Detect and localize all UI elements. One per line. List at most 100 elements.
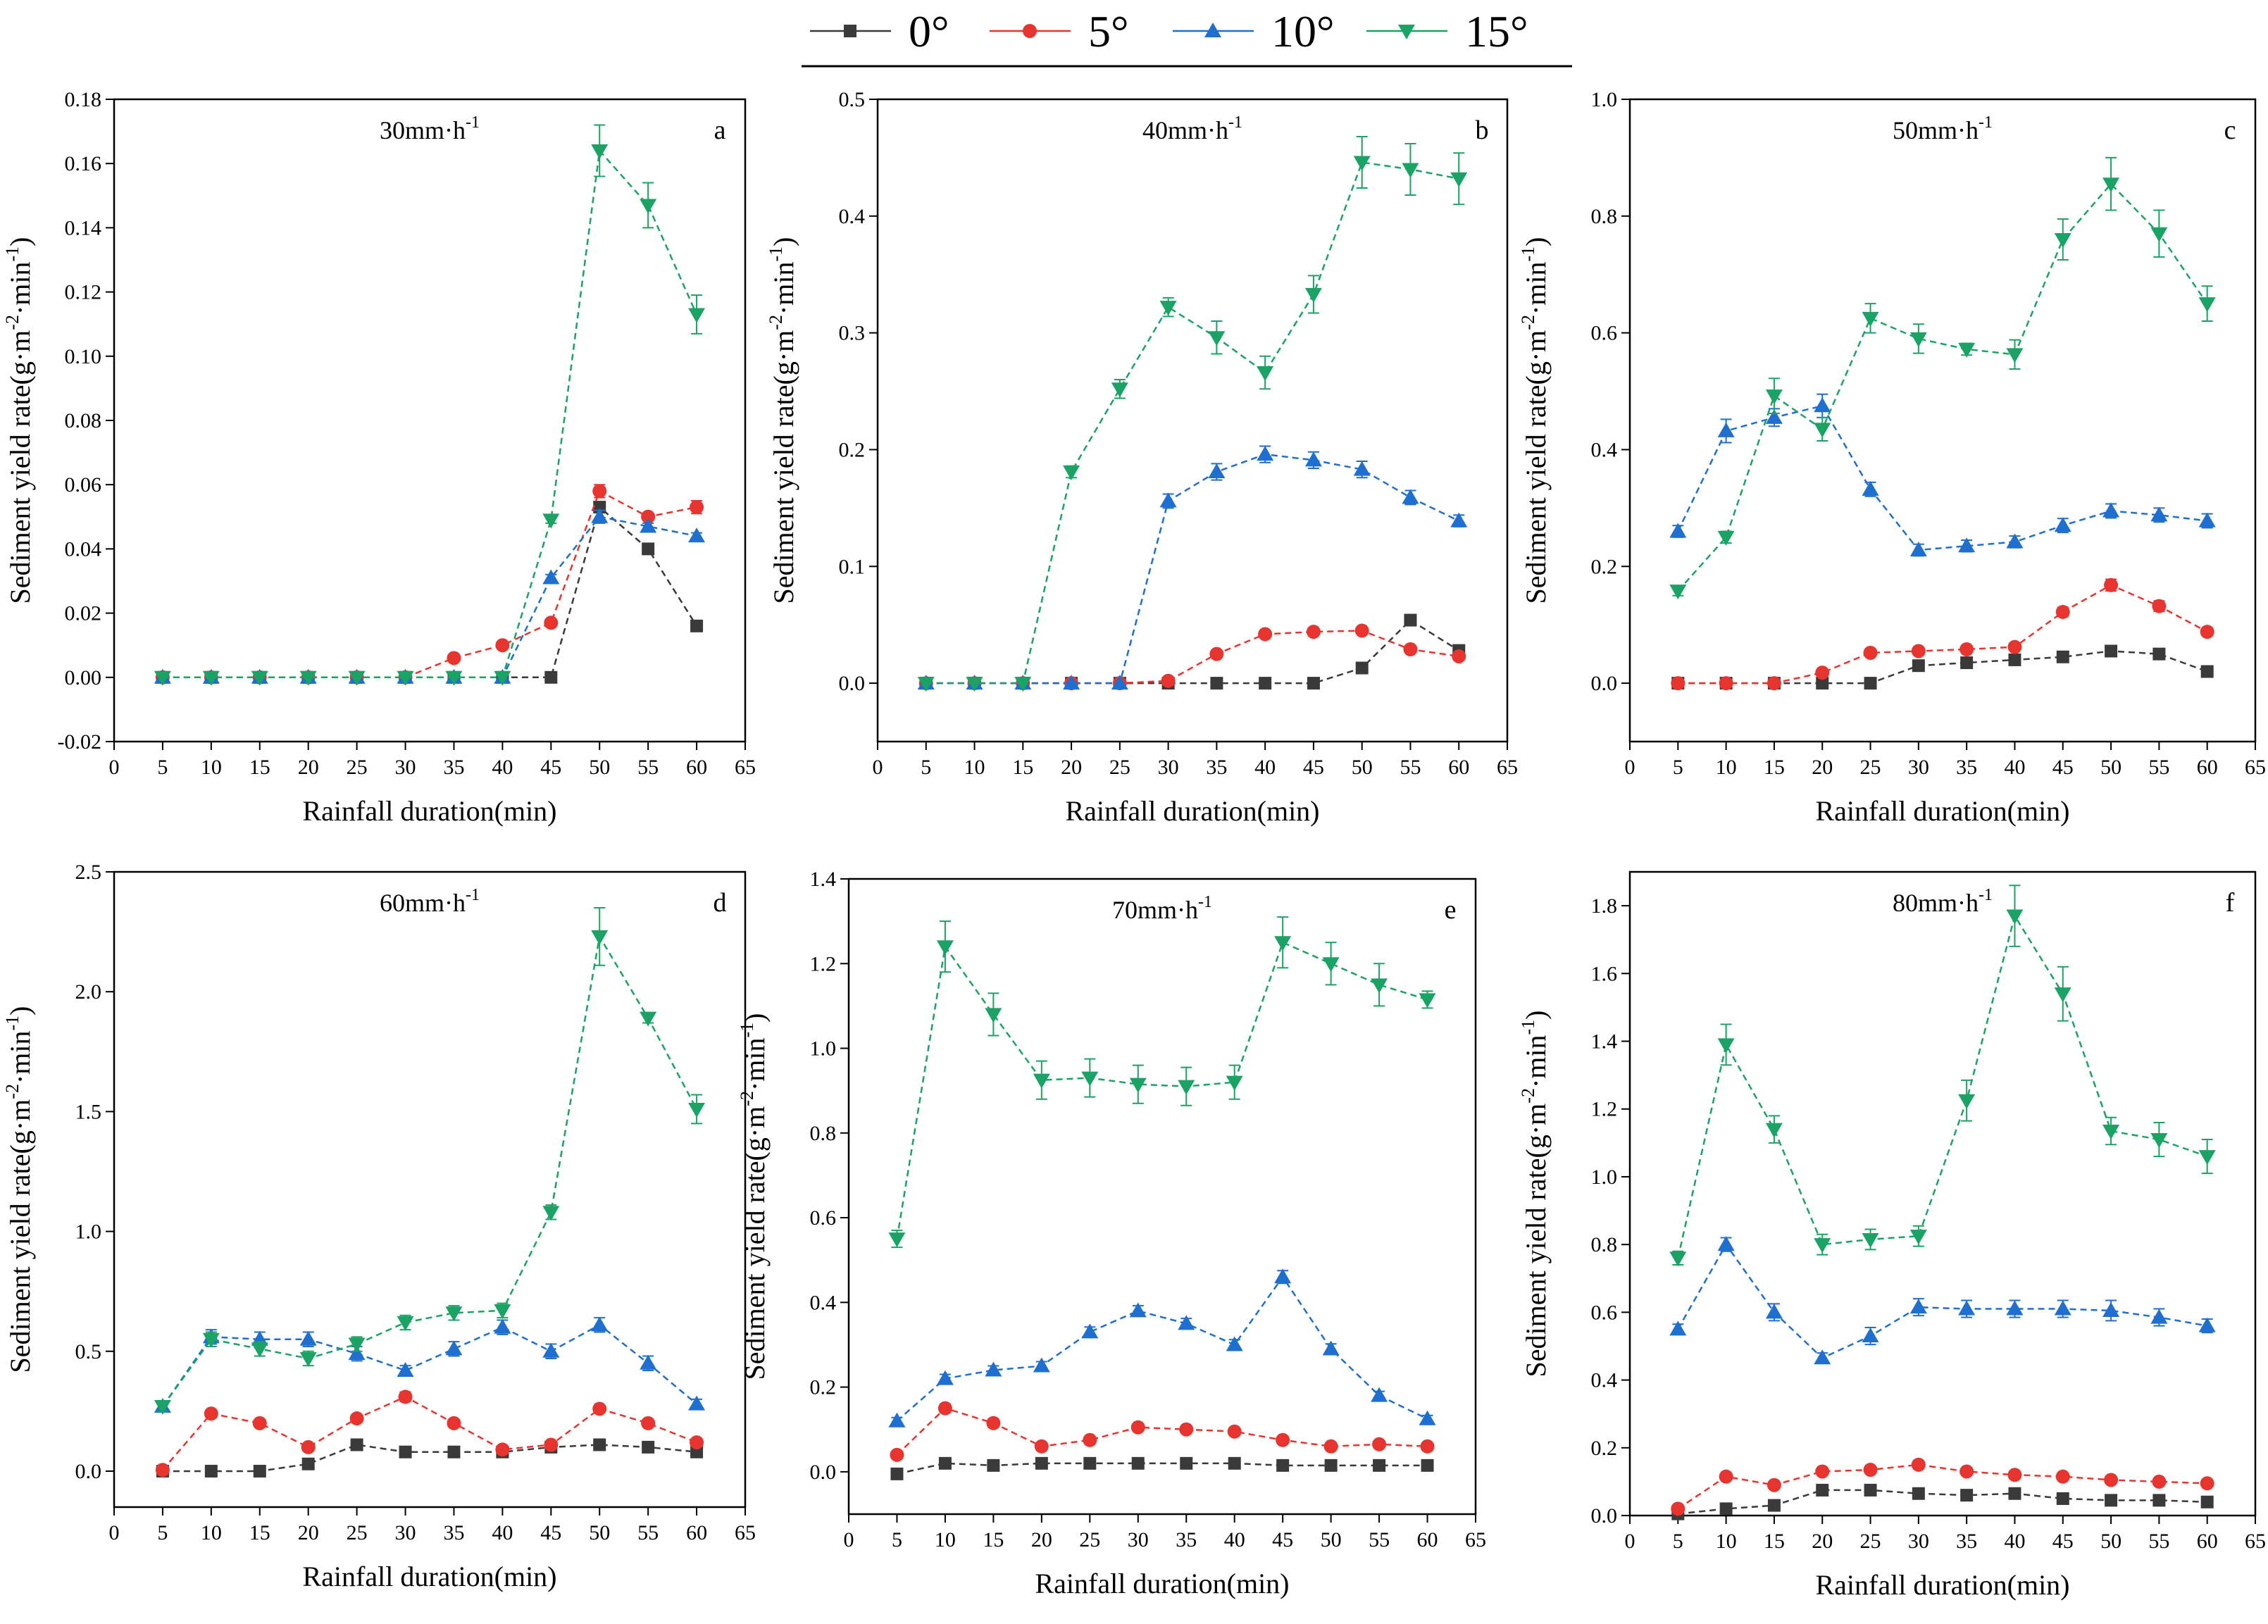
- series-3: [1669, 156, 2216, 600]
- y-axis-label-ylabel-sup1: -2: [1518, 315, 1538, 330]
- data-point: [1671, 676, 1686, 691]
- data-point: [888, 1412, 906, 1428]
- data-point: [641, 1416, 656, 1430]
- data-point: [2200, 625, 2214, 639]
- data-point: [544, 1437, 559, 1452]
- data-point: [494, 1318, 511, 1334]
- x-tick-label: 65: [1497, 756, 1518, 779]
- data-point: [154, 670, 171, 686]
- data-point: [349, 1411, 364, 1426]
- data-point: [1131, 1456, 1145, 1470]
- data-point: [2102, 1125, 2120, 1140]
- data-point: [1180, 1456, 1193, 1470]
- x-tick-label: 55: [637, 1521, 659, 1544]
- data-point: [690, 500, 704, 515]
- data-point: [445, 1306, 463, 1322]
- panel-title-superscript: -1: [466, 886, 480, 904]
- y-tick-label: 1.0: [75, 1220, 102, 1244]
- data-point: [641, 509, 656, 524]
- data-point: [2007, 1468, 2022, 1482]
- data-point: [1717, 1236, 1735, 1251]
- data-point: [2152, 1494, 2166, 1507]
- data-point: [1033, 1073, 1050, 1089]
- data-point: [2102, 1301, 2120, 1317]
- data-point: [1909, 542, 1927, 557]
- data-point: [1402, 489, 1419, 504]
- data-point: [1767, 1499, 1781, 1512]
- panel-title-text: 60mm·h: [380, 889, 466, 917]
- data-point: [2152, 647, 2166, 661]
- series-3: [154, 124, 706, 686]
- x-tick-label: 15: [249, 1521, 270, 1544]
- data-point: [688, 1102, 706, 1118]
- data-point: [1816, 677, 1829, 690]
- y-axis-label: Sediment yield rate(g·m-2·min-1): [737, 1013, 771, 1380]
- data-point: [397, 1361, 414, 1377]
- x-tick-label: 45: [1272, 1528, 1293, 1551]
- series-line: [896, 1407, 1428, 1456]
- series-2: [1669, 1236, 2216, 1365]
- data-point: [1083, 1456, 1097, 1470]
- data-point: [1909, 1230, 1927, 1245]
- data-point: [936, 940, 954, 956]
- x-tick-label: 40: [1224, 1528, 1245, 1551]
- x-tick-label: 50: [589, 1521, 610, 1544]
- x-tick-label: 65: [2245, 1530, 2266, 1553]
- data-point: [2150, 227, 2168, 242]
- series-3: [917, 136, 1468, 692]
- data-point: [985, 1361, 1002, 1377]
- data-point: [2200, 665, 2214, 678]
- data-point: [1862, 1328, 1879, 1343]
- x-tick-label: 20: [1812, 1530, 1833, 1553]
- y-tick-label: -0.02: [58, 730, 102, 754]
- y-axis-label: Sediment yield rate(g·m-2·min-1): [2, 1006, 36, 1373]
- data-point: [592, 484, 607, 499]
- data-point: [2006, 533, 2024, 549]
- data-point: [1063, 465, 1080, 480]
- series-line: [896, 941, 1428, 1239]
- data-point: [2198, 1317, 2216, 1332]
- data-point: [447, 1416, 461, 1430]
- data-point: [1669, 585, 1687, 600]
- y-axis-label-ylabel-sup2: -1: [2, 1016, 23, 1031]
- y-tick-label: 0.3: [839, 322, 866, 345]
- x-tick-label: 35: [1956, 1530, 1977, 1553]
- data-point: [1307, 677, 1320, 690]
- x-tick-label: 5: [157, 756, 168, 779]
- data-point: [1765, 408, 1783, 424]
- chart-panels: 0 5 10 15 20 25 30 35 40 45 50 55 60 65-0.020.000.020…: [2, 88, 2266, 1601]
- panel-d: 0 5 10 15 20 25 30 35 40 45 50 55 60 65 0.0 0.5 1.0 1.5 2.…: [2, 861, 756, 1592]
- data-point: [938, 1456, 952, 1470]
- x-tick-label: 65: [735, 1521, 756, 1544]
- data-point: [1081, 1071, 1099, 1087]
- data-point: [2105, 1494, 2118, 1507]
- data-point: [1765, 1304, 1783, 1319]
- data-point: [917, 677, 935, 692]
- y-axis-label-ylabel-sup1: -2: [1518, 1088, 1538, 1104]
- x-tick-label: 25: [1860, 756, 1881, 779]
- plot-frame: [113, 870, 747, 1509]
- data-point: [1719, 1502, 1733, 1516]
- x-tick-label: 20: [1031, 1528, 1052, 1551]
- y-axis-label-ylabel: Sediment yield rate(g·m: [4, 330, 36, 604]
- y-axis-label-ylabel: Sediment yield rate(g·m: [739, 1106, 771, 1380]
- data-point: [966, 677, 983, 692]
- panel-title-superscript: -1: [1228, 113, 1242, 132]
- data-point: [2102, 502, 2120, 518]
- legend-label-2: 10°: [1271, 6, 1335, 56]
- y-axis-label-ylabel-sup1: -2: [2, 1084, 23, 1099]
- x-tick-label: 50: [1321, 1528, 1342, 1551]
- data-point: [1815, 666, 1830, 680]
- data-point: [1226, 1075, 1243, 1091]
- x-tick-label: 50: [2100, 1530, 2121, 1553]
- data-point: [1228, 1456, 1241, 1470]
- data-point: [1322, 1340, 1340, 1356]
- data-point: [542, 513, 560, 529]
- data-point: [1323, 1439, 1338, 1454]
- y-tick-label: 0.1: [839, 555, 866, 578]
- y-tick-label: 0.2: [1591, 1437, 1618, 1460]
- data-point: [252, 1416, 267, 1430]
- data-point: [591, 1316, 609, 1332]
- data-point: [1912, 1487, 1925, 1500]
- x-tick-label: 40: [492, 1521, 513, 1544]
